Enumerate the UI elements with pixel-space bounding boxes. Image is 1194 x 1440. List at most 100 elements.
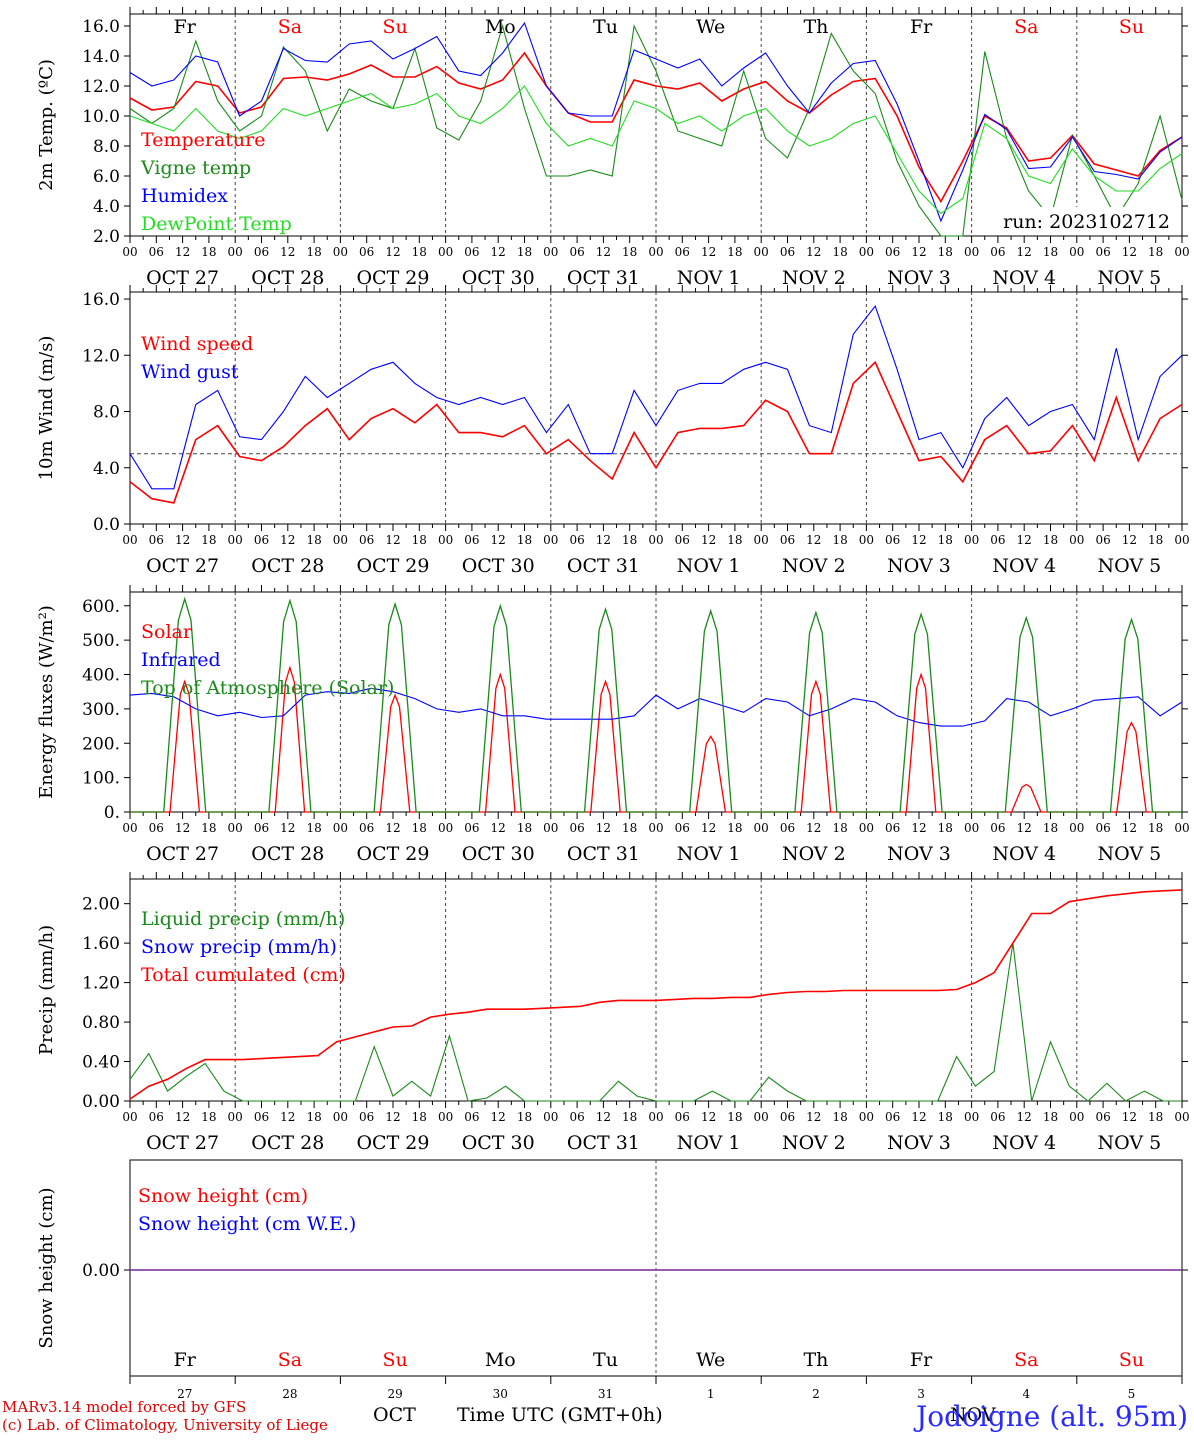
legend-entry: Vigne temp xyxy=(140,157,251,179)
hour-tick-label: 06 xyxy=(780,821,795,835)
hour-tick-label: 06 xyxy=(780,245,795,259)
y-axis-label: Energy fluxes (W/m²) xyxy=(36,605,57,799)
day-number: 28 xyxy=(282,1387,297,1401)
series-infrared xyxy=(129,687,1183,727)
hour-tick-label: 00 xyxy=(859,1110,874,1124)
date-label: NOV 2 xyxy=(782,267,846,289)
date-label: OCT 31 xyxy=(567,843,640,865)
hour-tick-label: 00 xyxy=(438,533,453,547)
date-label: NOV 4 xyxy=(992,843,1056,865)
hour-tick-label: 18 xyxy=(1043,821,1058,835)
hour-tick-label: 12 xyxy=(806,821,821,835)
hour-tick-label: 06 xyxy=(990,245,1005,259)
hour-tick-label: 18 xyxy=(938,533,953,547)
hour-tick-label: 00 xyxy=(754,1110,769,1124)
date-label: NOV 2 xyxy=(782,555,846,577)
weekday-label: Sa xyxy=(278,16,302,38)
series-dewpoint-temp xyxy=(129,85,1183,215)
weekday-label: Fr xyxy=(910,16,933,38)
date-label: NOV 4 xyxy=(992,1132,1056,1154)
date-label: OCT 28 xyxy=(251,843,324,865)
legend-entry: Wind gust xyxy=(141,361,239,383)
hour-tick-label: 00 xyxy=(122,1110,137,1124)
y-tick-label: 100. xyxy=(82,769,120,789)
hour-tick-label: 12 xyxy=(1017,1110,1032,1124)
legend-entry: Liquid precip (mm/h) xyxy=(141,908,345,930)
hour-tick-label: 12 xyxy=(596,821,611,835)
weekday-label: We xyxy=(696,16,725,38)
y-tick-label: 500. xyxy=(82,631,120,651)
hour-tick-label: 06 xyxy=(885,533,900,547)
weekday-label: Su xyxy=(1119,16,1144,38)
hour-tick-label: 12 xyxy=(1017,245,1032,259)
date-label: NOV 5 xyxy=(1098,843,1162,865)
day-number: 30 xyxy=(493,1387,508,1401)
hour-tick-label: 18 xyxy=(201,245,216,259)
hour-tick-label: 06 xyxy=(990,821,1005,835)
hour-tick-label: 06 xyxy=(149,533,164,547)
day-number: 1 xyxy=(707,1387,715,1401)
y-tick-label: 1.60 xyxy=(82,934,120,954)
y-tick-label: 200. xyxy=(82,734,120,754)
weekday-label: Tu xyxy=(593,16,618,38)
hour-tick-label: 00 xyxy=(648,245,663,259)
y-tick-label: 300. xyxy=(82,700,120,720)
hour-tick-label: 12 xyxy=(385,533,400,547)
y-tick-label: 0.0 xyxy=(93,515,120,535)
hour-tick-label: 06 xyxy=(464,533,479,547)
hour-tick-label: 12 xyxy=(491,1110,506,1124)
hour-tick-label: 18 xyxy=(517,1110,532,1124)
hour-tick-label: 06 xyxy=(569,821,584,835)
hour-tick-label: 06 xyxy=(464,821,479,835)
date-label: OCT 31 xyxy=(567,1132,640,1154)
date-label: OCT 28 xyxy=(251,555,324,577)
date-label: OCT 29 xyxy=(356,843,429,865)
day-number: 4 xyxy=(1022,1387,1030,1401)
date-label: OCT 28 xyxy=(251,1132,324,1154)
hour-tick-label: 06 xyxy=(885,821,900,835)
hour-tick-label: 18 xyxy=(201,821,216,835)
legend-entry: Total cumulated (cm) xyxy=(141,964,346,986)
hour-tick-label: 00 xyxy=(859,821,874,835)
legend-entry: Humidex xyxy=(141,185,228,207)
hour-tick-label: 06 xyxy=(1095,821,1110,835)
run-label-bg xyxy=(988,207,1176,233)
hour-tick-label: 12 xyxy=(596,245,611,259)
hour-tick-label: 18 xyxy=(727,821,742,835)
hour-tick-label: 18 xyxy=(727,533,742,547)
legend-entry: Snow precip (mm/h) xyxy=(141,936,337,958)
hour-tick-label: 18 xyxy=(1043,1110,1058,1124)
hour-tick-label: 06 xyxy=(1095,1110,1110,1124)
hour-tick-label: 00 xyxy=(754,245,769,259)
hour-tick-label: 06 xyxy=(675,1110,690,1124)
hour-tick-label: 00 xyxy=(228,821,243,835)
date-label: NOV 1 xyxy=(677,267,741,289)
y-axis-label: Snow height (cm) xyxy=(36,1187,57,1348)
series-temperature xyxy=(129,51,1183,204)
hour-tick-label: 18 xyxy=(1043,245,1058,259)
hour-tick-label: 00 xyxy=(859,533,874,547)
hour-tick-label: 12 xyxy=(701,1110,716,1124)
hour-tick-label: 18 xyxy=(622,245,637,259)
day-number: 31 xyxy=(598,1387,613,1401)
series-wind-speed xyxy=(129,360,1183,504)
y-tick-label: 0.40 xyxy=(82,1053,120,1073)
legend-entry: Snow height (cm) xyxy=(138,1185,308,1207)
hour-tick-label: 12 xyxy=(1122,533,1137,547)
hour-tick-label: 06 xyxy=(359,533,374,547)
hour-tick-label: 18 xyxy=(938,245,953,259)
hour-tick-label: 06 xyxy=(885,245,900,259)
model-credits: MARv3.14 model forced by GFS (c) Lab. of… xyxy=(2,1398,328,1434)
y-tick-label: 16.0 xyxy=(82,17,120,37)
weekday-label-bottom: Tu xyxy=(593,1349,618,1371)
hour-tick-label: 00 xyxy=(648,1110,663,1124)
y-tick-label: 8.0 xyxy=(93,137,120,157)
hour-tick-label: 00 xyxy=(648,533,663,547)
date-label: NOV 3 xyxy=(887,843,951,865)
hour-tick-label: 00 xyxy=(543,533,558,547)
hour-tick-label: 00 xyxy=(964,821,979,835)
hour-tick-label: 06 xyxy=(675,245,690,259)
hour-tick-label: 12 xyxy=(280,533,295,547)
weekday-label-bottom: Su xyxy=(1119,1349,1144,1371)
day-number: 2 xyxy=(812,1387,820,1401)
